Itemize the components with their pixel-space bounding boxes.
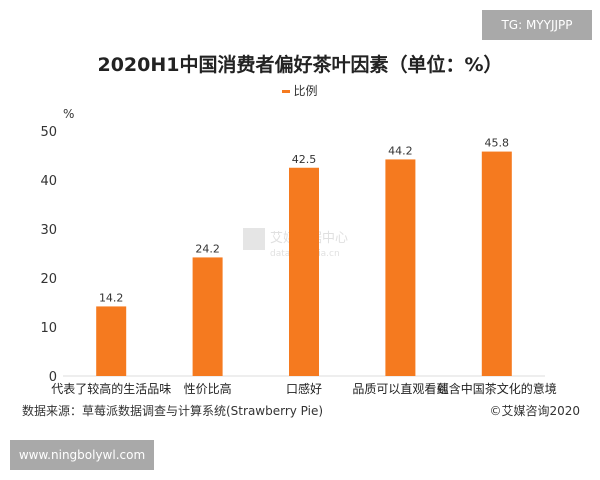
data-label: 45.8 — [485, 137, 510, 150]
data-label: 44.2 — [388, 144, 413, 157]
legend-swatch — [282, 90, 291, 93]
y-axis-label: % — [63, 107, 74, 121]
site-watermark: www.ningbolywl.com — [10, 440, 154, 470]
y-tick-label: 0 — [49, 370, 57, 385]
y-tick-label: 30 — [40, 223, 57, 238]
data-label: 14.2 — [99, 291, 124, 304]
x-tick-label: 代表了较高的生活品味 — [51, 381, 171, 396]
x-tick-label: 口感好 — [286, 381, 322, 396]
x-tick-label: 蕴含中国茶文化的意境 — [437, 381, 557, 396]
y-tick-label: 10 — [40, 321, 57, 336]
chart-title: 2020H1中国消费者偏好茶叶因素（单位：%） — [97, 54, 503, 76]
x-tick-label: 品质可以直观看到 — [352, 382, 448, 396]
y-tick-label: 50 — [40, 125, 57, 140]
copyright: ©艾媒咨询2020 — [489, 404, 580, 418]
data-label: 24.2 — [195, 242, 220, 255]
data-label: 42.5 — [292, 153, 317, 166]
bar — [289, 167, 319, 376]
data-source: 数据来源：草莓派数据调查与计算系统(Strawberry Pie) — [22, 404, 324, 418]
bar — [96, 306, 127, 376]
bar — [385, 159, 416, 376]
bar — [481, 151, 512, 376]
x-tick-label: 性价比高 — [184, 381, 232, 396]
y-tick-label: 20 — [40, 272, 57, 287]
legend-label: 比例 — [293, 84, 318, 98]
bar — [192, 257, 223, 376]
y-tick-label: 40 — [40, 174, 57, 189]
legend: 比例 — [0, 82, 600, 99]
badge: TG: MYYJJPP — [482, 10, 592, 40]
